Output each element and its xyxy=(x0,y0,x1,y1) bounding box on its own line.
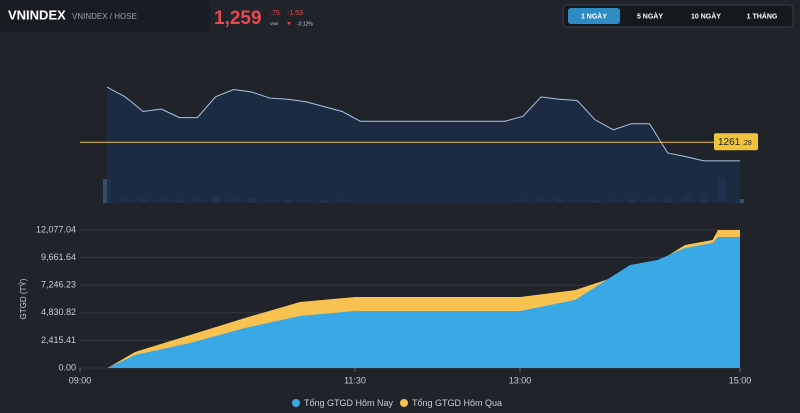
legend-label: Tổng GTGD Hôm Qua xyxy=(412,398,502,408)
x-tick-label: 11:30 xyxy=(344,375,366,385)
y-tick-label: 2,415.41 xyxy=(41,335,76,345)
tab-active xyxy=(568,8,620,24)
down-arrow xyxy=(287,22,291,25)
y-tick-label: 0.00 xyxy=(58,362,76,372)
price-int: 1,259 xyxy=(214,8,262,29)
x-tick-label: 09:00 xyxy=(69,375,92,385)
tab[interactable]: 1 THÁNG xyxy=(747,11,778,20)
exchange: VNINDEX / HOSE xyxy=(72,12,137,21)
change-pct: -0.12% xyxy=(297,21,313,27)
price-dec: .75 xyxy=(270,10,280,17)
tab-bar xyxy=(562,4,794,28)
legend-marker xyxy=(292,399,300,407)
reference-label-dec: .28 xyxy=(742,140,752,147)
legend-label: Tổng GTGD Hôm Nay xyxy=(304,398,394,408)
tab[interactable]: 5 NGÀY xyxy=(637,11,663,20)
tabs: 1 NGÀY 5 NGÀY 10 NGÀY 1 THÁNG xyxy=(568,8,778,24)
tab[interactable]: 10 NGÀY xyxy=(691,11,721,20)
x-tick-label: 15:00 xyxy=(729,375,752,385)
x-tick-label: 13:00 xyxy=(509,375,532,385)
y-axis-label: GTGD (TỶ) xyxy=(19,278,28,319)
reference-label: 1261 xyxy=(718,137,741,148)
y-tick-label: 4,830.82 xyxy=(41,307,76,317)
symbol: VNINDEX xyxy=(8,7,66,22)
currency: VNĐ xyxy=(270,21,279,26)
area xyxy=(107,237,740,368)
price-line xyxy=(106,86,740,162)
legend-marker xyxy=(400,399,408,407)
y-tick-label: 12,077.04 xyxy=(36,224,76,234)
y-tick-label: 7,246.23 xyxy=(41,280,76,290)
change: -1.53 xyxy=(287,10,303,17)
y-tick-label: 9,661.64 xyxy=(41,252,76,262)
symbol-box xyxy=(0,0,210,32)
price-area xyxy=(107,87,740,203)
reference-label-box xyxy=(714,133,758,151)
tab[interactable]: 1 NGÀY xyxy=(581,11,607,20)
